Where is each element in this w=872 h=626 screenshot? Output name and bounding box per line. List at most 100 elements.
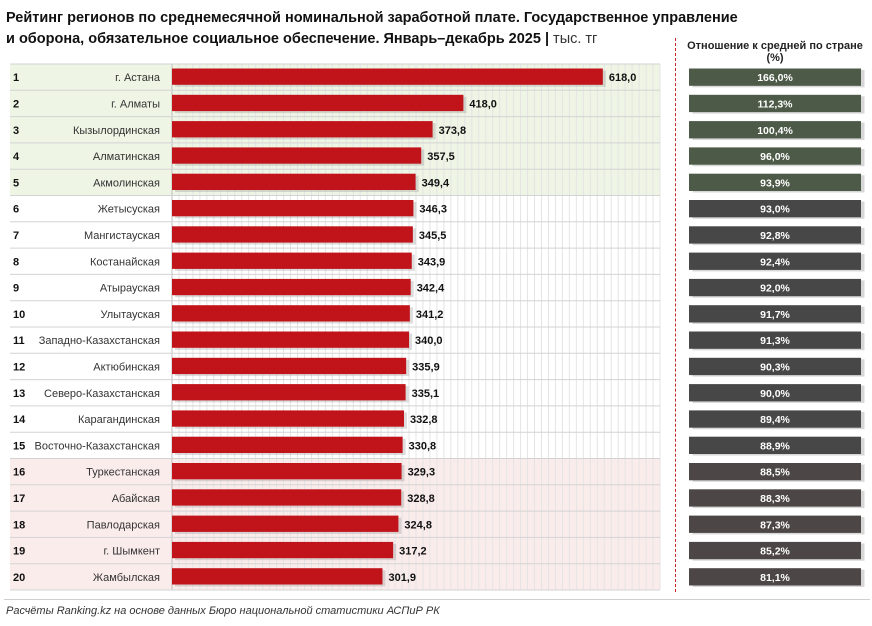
rank-label: 7 [13, 230, 19, 242]
region-label: Туркестанская [86, 467, 160, 479]
ratio-label: 112,3% [757, 98, 793, 110]
value-label: 335,1 [412, 388, 440, 400]
bar [172, 200, 414, 217]
ratio-label: 90,3% [760, 361, 790, 373]
region-label: Карагандинская [78, 414, 160, 426]
rank-label: 14 [13, 414, 26, 426]
rank-label: 1 [13, 72, 19, 84]
rank-label: 4 [13, 151, 20, 163]
region-label: Акмолинская [93, 177, 160, 189]
value-label: 418,0 [469, 98, 497, 110]
ratio-bar [689, 200, 861, 218]
bar [172, 515, 399, 532]
bar [172, 252, 412, 269]
region-label: Кызылординская [73, 125, 160, 137]
region-label: Абайская [112, 493, 160, 505]
value-label: 329,3 [408, 467, 436, 479]
bar [172, 173, 416, 190]
value-label: 357,5 [427, 151, 455, 163]
ratio-bar [689, 226, 861, 244]
value-label: 335,9 [412, 361, 440, 373]
value-label: 317,2 [399, 546, 427, 558]
rank-label: 3 [13, 125, 19, 137]
value-label: 373,8 [439, 125, 467, 137]
ratio-bar [689, 568, 861, 586]
region-label: Алматинская [93, 151, 160, 163]
bar [172, 541, 394, 559]
bar [172, 305, 410, 322]
ratio-column-header: Отношение к средней по стране (%) [687, 40, 863, 64]
value-label: 342,4 [417, 283, 445, 295]
ratio-label: 90,0% [760, 388, 790, 400]
ratio-bar [689, 68, 861, 86]
ratio-bar [689, 331, 861, 349]
value-label: 330,8 [409, 440, 437, 452]
rank-label: 2 [13, 98, 19, 110]
region-label: Западно-Казахстанская [39, 335, 160, 347]
ratio-label: 87,3% [760, 519, 790, 531]
ratio-bar [689, 147, 861, 165]
unit-label: тыс. тг [553, 31, 598, 47]
footer-divider [4, 599, 870, 600]
value-label: 340,0 [415, 335, 443, 347]
bar-chart: 1 г. Астана 618,0 166,0% 2 г. Алматы 418,0 112,… [10, 63, 865, 591]
rank-label: 15 [13, 440, 25, 452]
ratio-bar [689, 410, 861, 428]
ratio-bar [689, 173, 861, 191]
ratio-label: 100,4% [757, 125, 793, 137]
region-label: Атырауская [100, 283, 160, 295]
region-label: Мангистауская [84, 230, 160, 242]
value-label: 341,2 [416, 309, 444, 321]
ratio-bar [689, 384, 861, 402]
ratio-label: 88,5% [760, 467, 790, 479]
bar [172, 331, 410, 348]
bar [172, 357, 407, 375]
rank-label: 13 [13, 388, 25, 400]
bar [172, 436, 403, 453]
region-label: Северо-Казахстанская [44, 388, 160, 400]
value-label: 343,9 [418, 256, 446, 268]
bar [172, 410, 405, 427]
region-label: Актюбинская [93, 361, 160, 373]
ratio-bar [689, 463, 861, 481]
chart-title: Рейтинг регионов по среднемесячной номин… [6, 10, 738, 47]
ratio-label: 92,4% [760, 256, 790, 268]
ratio-bar [689, 489, 861, 507]
rank-label: 9 [13, 283, 19, 295]
ratio-label: 88,3% [760, 493, 790, 505]
rank-label: 17 [13, 493, 25, 505]
region-label: Восточно-Казахстанская [34, 440, 160, 452]
rank-label: 16 [13, 467, 25, 479]
value-label: 332,8 [410, 414, 438, 426]
rank-label: 5 [13, 177, 19, 189]
ratio-bar [689, 541, 861, 560]
rank-label: 12 [13, 361, 25, 373]
region-label: Костанайская [90, 256, 160, 268]
ratio-label: 166,0% [757, 72, 793, 84]
source-note: Расчёты Ranking.kz на основе данных Бюро… [6, 605, 440, 617]
ratio-label: 91,3% [760, 335, 790, 347]
rank-label: 8 [13, 256, 19, 268]
bar [172, 68, 603, 85]
ratio-bar [689, 305, 861, 323]
ratio-bar [689, 515, 861, 533]
value-label: 618,0 [609, 72, 637, 84]
rank-label: 10 [13, 309, 25, 321]
ratio-label: 88,9% [760, 440, 790, 452]
ratio-label: 81,1% [760, 572, 790, 584]
region-label: Жетысуская [98, 204, 160, 216]
region-label: Жамбылская [93, 572, 160, 584]
bar [172, 226, 413, 243]
value-label: 349,4 [422, 177, 450, 189]
ratio-bar [689, 252, 861, 270]
bar [172, 278, 411, 296]
rank-label: 11 [13, 335, 25, 347]
value-label: 346,3 [419, 204, 447, 216]
title-text: Рейтинг регионов по среднемесячной номин… [6, 10, 738, 47]
region-label: г. Шымкент [104, 546, 161, 558]
region-label: Павлодарская [87, 519, 160, 531]
ratio-bar [689, 278, 861, 297]
ratio-label: 93,0% [760, 204, 790, 216]
ratio-bar [689, 94, 861, 113]
bar [172, 463, 402, 480]
